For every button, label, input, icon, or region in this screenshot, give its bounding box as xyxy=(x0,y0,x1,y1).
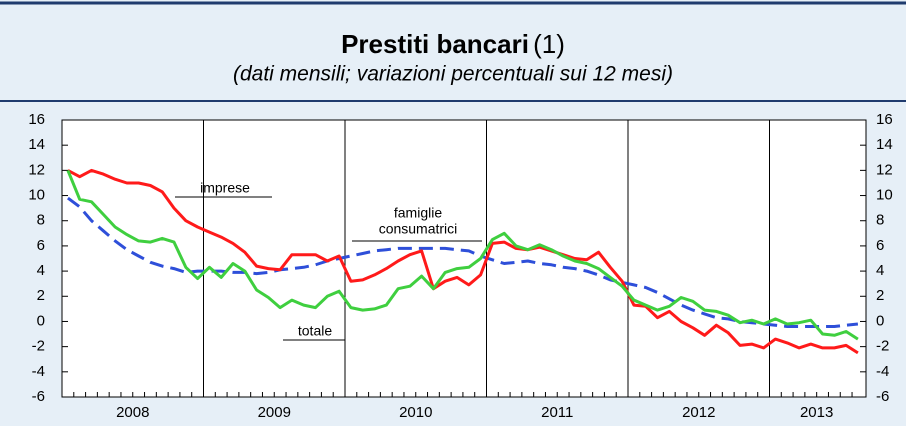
y2-tick-label: -4 xyxy=(876,363,889,380)
plot-area xyxy=(61,119,867,398)
annotation: consumatrici xyxy=(379,221,458,237)
y-tick-label: 14 xyxy=(28,136,45,153)
y2-tick-label: 6 xyxy=(876,237,884,254)
x-tick-label: 2011 xyxy=(541,404,573,421)
x-tick-label: 2012 xyxy=(682,404,715,421)
series-line xyxy=(66,169,859,341)
y2-tick-label: 12 xyxy=(876,161,893,178)
y2-tick-label: -6 xyxy=(876,388,889,405)
y-tick-label: -6 xyxy=(32,388,45,405)
title-note: (1) xyxy=(533,29,565,59)
chart-subtitle: (dati mensili; variazioni percentuali su… xyxy=(233,63,673,86)
chart-title: Prestiti bancari xyxy=(341,29,529,59)
title-line: Prestiti bancari (1) xyxy=(341,29,565,59)
y2-tick-label: -2 xyxy=(876,338,889,355)
x-tick-label: 2010 xyxy=(399,404,432,421)
annotation: totale xyxy=(298,323,332,339)
y2-tick-label: 2 xyxy=(876,287,884,304)
annotation: imprese xyxy=(200,180,250,196)
y-tick-label: 12 xyxy=(28,161,45,178)
y2-tick-label: 0 xyxy=(876,312,884,329)
y-tick-label: 10 xyxy=(28,187,45,204)
y-tick-label: 16 xyxy=(28,111,45,128)
y2-tick-label: 14 xyxy=(876,136,893,153)
x-tick-label: 2008 xyxy=(116,404,149,421)
x-tick-label: 2013 xyxy=(800,404,833,421)
series-line xyxy=(67,196,859,328)
y-tick-label: 0 xyxy=(37,312,45,329)
x-tick-label: 2009 xyxy=(258,404,291,421)
y-tick-label: -4 xyxy=(32,363,45,380)
y-tick-label: 2 xyxy=(37,287,45,304)
annotation: famiglie xyxy=(394,205,442,221)
y2-tick-label: 8 xyxy=(876,212,884,229)
y-tick-label: 6 xyxy=(37,237,45,254)
y2-tick-label: 16 xyxy=(876,111,893,128)
y2-tick-label: 10 xyxy=(876,187,893,204)
y2-tick-label: 4 xyxy=(876,262,884,279)
y-tick-label: 4 xyxy=(37,262,45,279)
series-line xyxy=(67,168,859,355)
y-tick-label: 8 xyxy=(37,212,45,229)
y-tick-label: -2 xyxy=(32,338,45,355)
